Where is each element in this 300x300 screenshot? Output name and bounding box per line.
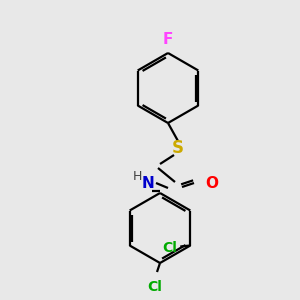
Text: N: N <box>142 176 154 190</box>
Text: S: S <box>172 139 184 157</box>
Text: Cl: Cl <box>148 280 162 294</box>
Text: O: O <box>205 176 218 190</box>
Text: H: H <box>132 169 142 182</box>
Text: F: F <box>163 32 173 47</box>
Text: Cl: Cl <box>162 241 177 254</box>
